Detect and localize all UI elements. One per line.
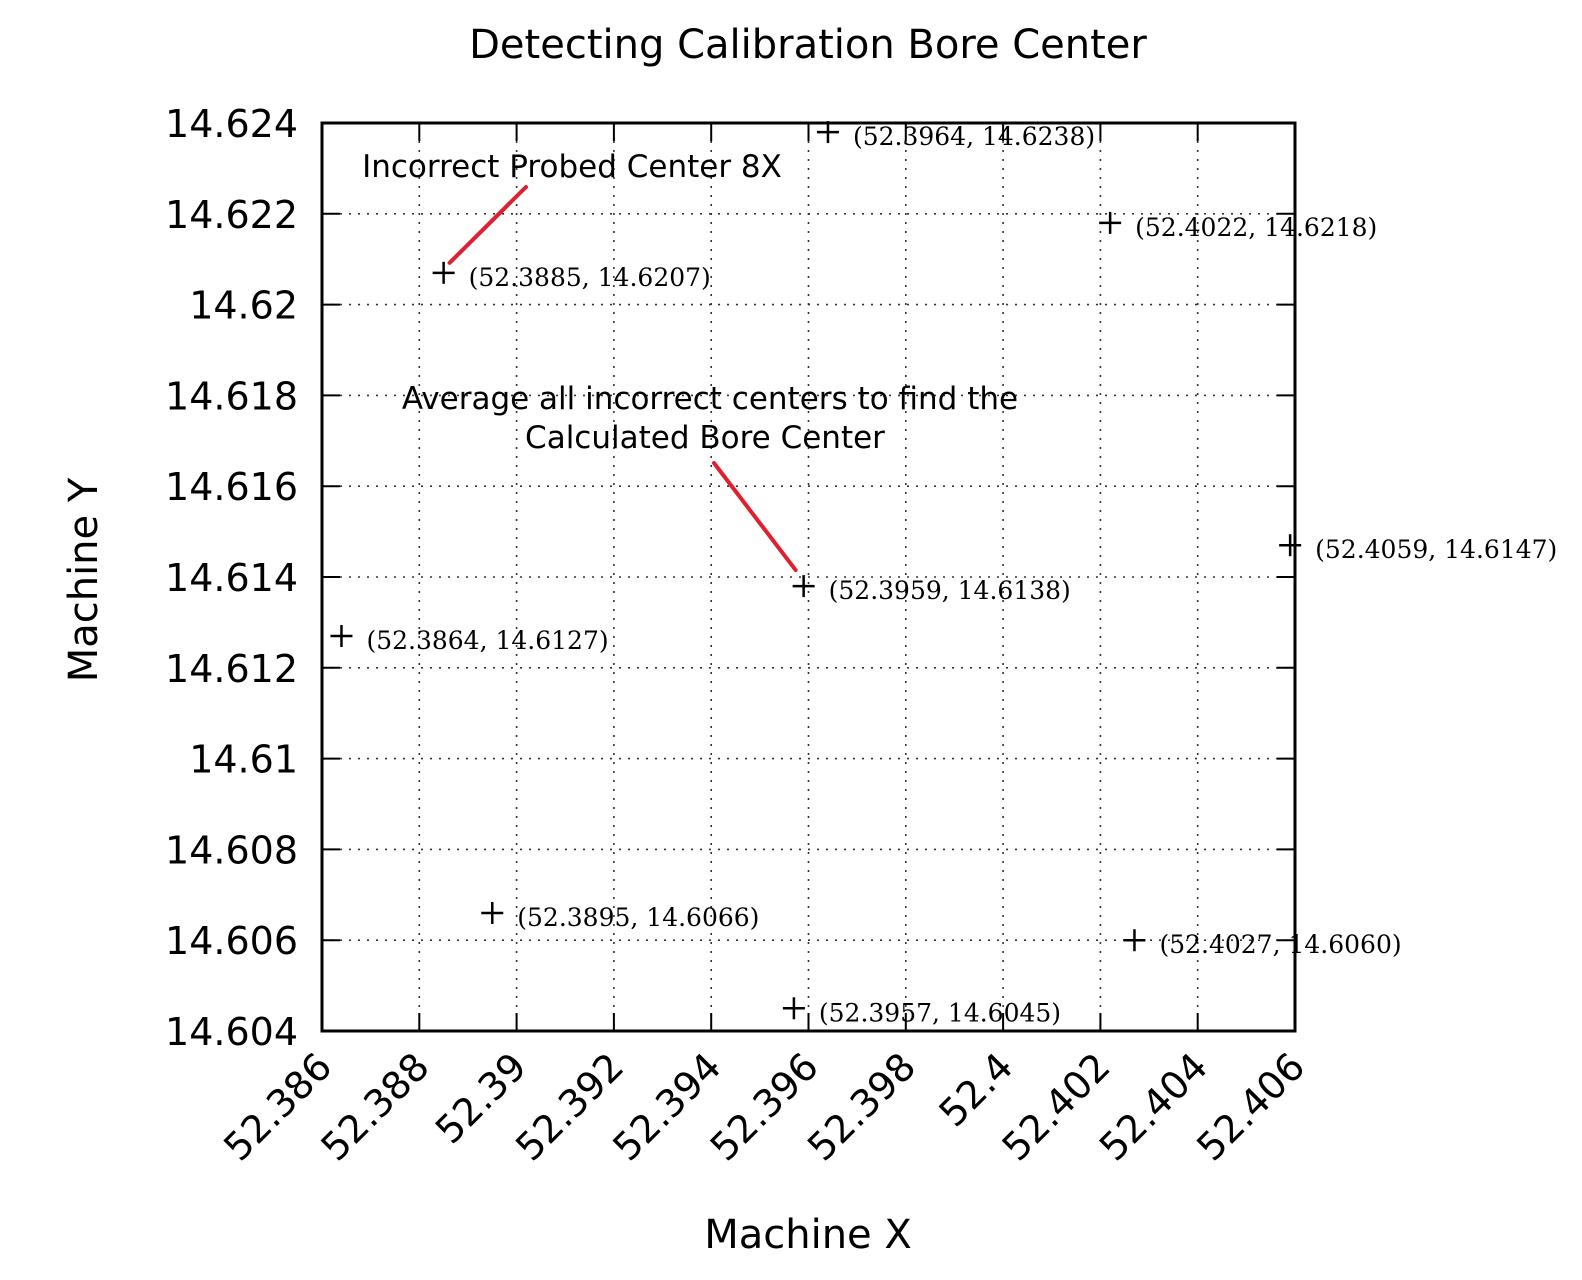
point-label: (52.4059, 14.6147) bbox=[1315, 535, 1557, 564]
x-tick-label: 52.394 bbox=[604, 1044, 729, 1169]
y-axis-label: Machine Y bbox=[61, 477, 107, 682]
data-point: (52.3964, 14.6238) bbox=[816, 121, 1095, 151]
y-tick-label: 14.622 bbox=[165, 193, 298, 237]
x-tick-label: 52.404 bbox=[1091, 1044, 1216, 1169]
data-point: (52.3885, 14.6207) bbox=[432, 261, 711, 292]
annotation-text-line-2: Calculated Bore Center bbox=[525, 420, 885, 456]
data-point: (52.3959, 14.6138) bbox=[792, 575, 1071, 605]
point-label: (52.4022, 14.6218) bbox=[1135, 213, 1377, 242]
chart-title: Detecting Calibration Bore Center bbox=[469, 22, 1147, 68]
x-tick-label: 52.4 bbox=[931, 1044, 1022, 1135]
annotation-pointer bbox=[447, 185, 528, 265]
x-tick-label: 52.386 bbox=[215, 1044, 340, 1169]
data-point: (52.3895, 14.6066) bbox=[481, 901, 759, 932]
x-tick-label: 52.396 bbox=[702, 1044, 827, 1169]
y-tick-label: 14.61 bbox=[189, 738, 298, 782]
grid bbox=[322, 123, 1295, 1031]
x-axis-tick-labels: 52.38652.38852.3952.39252.39452.39652.39… bbox=[215, 1044, 1313, 1169]
y-tick-label: 14.612 bbox=[165, 647, 298, 691]
y-tick-label: 14.608 bbox=[165, 828, 298, 872]
y-tick-label: 14.614 bbox=[165, 556, 298, 600]
point-label: (52.3885, 14.6207) bbox=[469, 263, 711, 292]
x-tick-label: 52.398 bbox=[799, 1044, 924, 1169]
y-tick-label: 14.624 bbox=[165, 102, 298, 146]
x-tick-label: 52.392 bbox=[507, 1044, 632, 1169]
point-label: (52.3957, 14.6045) bbox=[819, 998, 1061, 1027]
data-point: (52.4022, 14.6218) bbox=[1099, 211, 1377, 242]
point-label: (52.3864, 14.6127) bbox=[366, 626, 608, 655]
x-axis-label: Machine X bbox=[704, 1212, 912, 1258]
point-label: (52.3959, 14.6138) bbox=[829, 576, 1071, 605]
data-point: (52.4059, 14.6147) bbox=[1279, 534, 1557, 564]
data-point: (52.3957, 14.6045) bbox=[782, 997, 1061, 1027]
data-point: (52.3864, 14.6127) bbox=[330, 625, 609, 655]
y-tick-label: 14.62 bbox=[189, 284, 298, 328]
y-axis-tick-labels: 14.604 14.606 14.608 14.61 14.612 14.614 14.61… bbox=[165, 102, 298, 1054]
y-tick-label: 14.618 bbox=[165, 374, 298, 418]
data-points: (52.3964, 14.6238) (52.4022, 14.6218) (52.… bbox=[330, 121, 1557, 1027]
point-label: (52.3895, 14.6066) bbox=[517, 903, 759, 932]
annotation-text: Incorrect Probed Center 8X bbox=[362, 149, 782, 185]
data-point: (52.4027, 14.6060) bbox=[1123, 929, 1402, 959]
annotation-text-line-1: Average all incorrect centers to find th… bbox=[402, 381, 1018, 417]
plot-frame bbox=[320, 121, 1297, 1033]
y-tick-label: 14.616 bbox=[165, 465, 298, 509]
annotations: Incorrect Probed Center 8X Average all in… bbox=[362, 149, 1018, 573]
point-label: (52.3964, 14.6238) bbox=[853, 122, 1095, 151]
y-tick-label: 14.606 bbox=[165, 919, 298, 963]
x-tick-label: 52.406 bbox=[1188, 1044, 1313, 1169]
annotation-pointer bbox=[712, 461, 798, 573]
x-tick-label: 52.402 bbox=[994, 1044, 1119, 1169]
y-tick-label: 14.604 bbox=[165, 1010, 298, 1054]
x-tick-label: 52.388 bbox=[313, 1044, 438, 1169]
point-label: (52.4027, 14.6060) bbox=[1159, 930, 1401, 959]
